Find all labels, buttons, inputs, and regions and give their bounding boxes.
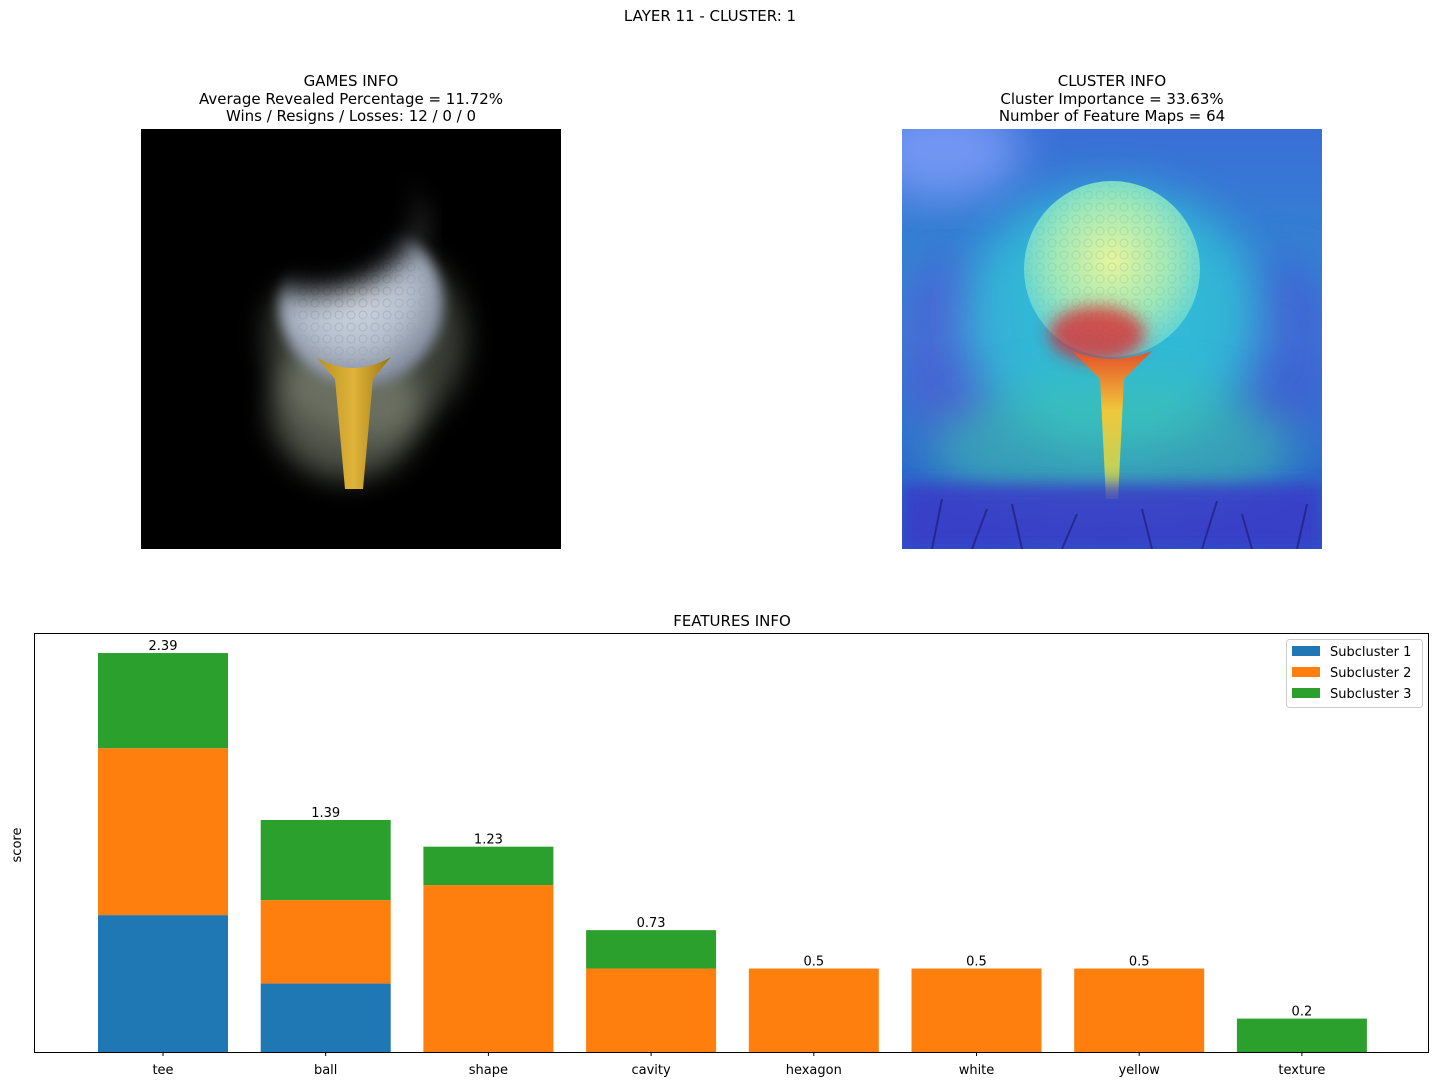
- value-labels-group: 2.39 1.39 1.23 0.73 0.5 0.5 0.5 0.2: [149, 639, 1313, 1020]
- bar-cavity-subcluster-2: [586, 968, 717, 1052]
- value-label-ball: 1.39: [311, 806, 340, 821]
- x-tick-label-ball: ball: [314, 1063, 337, 1078]
- legend-swatch-subcluster-1: [1292, 646, 1320, 656]
- cluster-info-title: CLUSTER INFO: [1057, 72, 1167, 90]
- y-axis-label: score: [10, 828, 25, 863]
- x-tick-label-yellow: yellow: [1118, 1063, 1160, 1078]
- games-info-title: GAMES INFO: [303, 72, 399, 90]
- value-label-tee: 2.39: [149, 639, 178, 654]
- bar-ball-subcluster-1: [260, 983, 391, 1052]
- legend-swatch-subcluster-3: [1292, 688, 1320, 698]
- value-label-hexagon: 0.5: [803, 955, 824, 970]
- bar-shape-subcluster-2: [423, 885, 554, 1052]
- axes-frame: [34, 633, 1429, 1053]
- average-revealed-percentage: Average Revealed Percentage = 11.72%: [198, 89, 503, 108]
- x-tick-label-white: white: [959, 1063, 995, 1078]
- bar-ball-subcluster-2: [260, 900, 391, 984]
- bar-ball-subcluster-3: [260, 819, 391, 901]
- wins-resigns-losses: Wins / Resigns / Losses: 12 / 0 / 0: [225, 107, 477, 125]
- bar-texture-subcluster-3: [1236, 1018, 1367, 1052]
- legend-label-subcluster-1: Subcluster 1: [1330, 645, 1411, 660]
- legend-swatch-subcluster-2: [1292, 667, 1320, 677]
- value-label-texture: 0.2: [1292, 1005, 1313, 1020]
- bar-cavity-subcluster-3: [586, 930, 717, 969]
- x-tick-label-cavity: cavity: [631, 1063, 671, 1078]
- value-label-cavity: 0.73: [637, 916, 666, 931]
- cluster-heatmap-image: [902, 129, 1322, 549]
- features-bar-chart: FEATURES INFO score 2.39 1.39 1.23 0.73 0.5 0…: [10, 612, 1429, 1078]
- bar-shape-subcluster-3: [423, 846, 554, 886]
- value-label-yellow: 0.5: [1129, 955, 1150, 970]
- x-tick-label-shape: shape: [469, 1063, 508, 1078]
- bar-tee-subcluster-3: [98, 653, 228, 749]
- figure-title: LAYER 11 - CLUSTER: 1: [623, 7, 797, 25]
- cluster-info-title-block: CLUSTER INFO Cluster Importance = 33.63%…: [902, 72, 1322, 126]
- value-label-shape: 1.23: [474, 833, 503, 848]
- chart-title: FEATURES INFO: [673, 612, 791, 630]
- x-tick-label-hexagon: hexagon: [786, 1063, 842, 1078]
- heatmap-drawing: [902, 129, 1322, 549]
- legend-label-subcluster-2: Subcluster 2: [1330, 666, 1411, 681]
- legend-label-subcluster-3: Subcluster 3: [1330, 687, 1411, 702]
- legend-box: [1286, 639, 1423, 708]
- revealed-image-drawing: [141, 129, 561, 549]
- cluster-importance: Cluster Importance = 33.63%: [1000, 89, 1224, 108]
- legend: Subcluster 1 Subcluster 2 Subcluster 3: [1286, 639, 1423, 708]
- x-tick-label-tee: tee: [152, 1063, 173, 1078]
- revealed-golf-ball-image: [141, 129, 561, 549]
- bars-group: [98, 653, 1367, 1052]
- bar-yellow-subcluster-2: [1074, 968, 1205, 1052]
- x-tick-label-texture: texture: [1278, 1063, 1325, 1078]
- bar-tee-subcluster-2: [98, 748, 228, 916]
- bar-hexagon-subcluster-2: [748, 968, 879, 1052]
- x-ticks-group: tee ball shape cavity hexagon white yellow text…: [152, 1052, 1325, 1078]
- number-of-feature-maps: Number of Feature Maps = 64: [998, 107, 1226, 125]
- value-label-white: 0.5: [966, 955, 987, 970]
- games-info-title-block: GAMES INFO Average Revealed Percentage =…: [141, 72, 561, 126]
- bar-tee-subcluster-1: [98, 915, 228, 1052]
- bar-white-subcluster-2: [911, 968, 1042, 1052]
